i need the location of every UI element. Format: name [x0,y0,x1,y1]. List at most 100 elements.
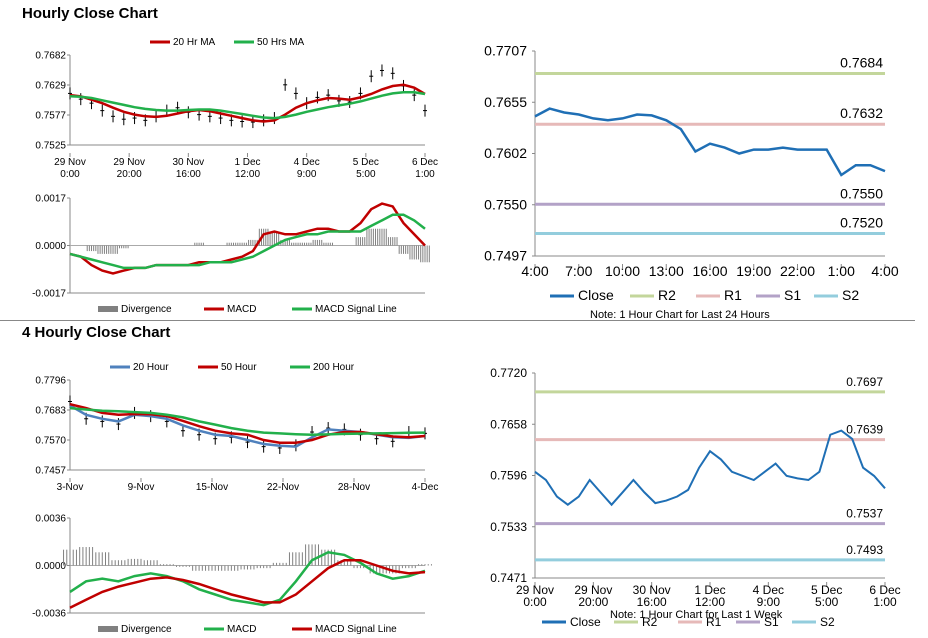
y-tick-label: -0.0036 [32,608,66,619]
y-tick-label: 0.0036 [35,513,66,524]
legend-swatch [98,626,118,632]
y-tick-label: 0.7570 [35,435,66,446]
legend-label: R2 [658,287,676,303]
x-tick-label: 0:00 [523,595,547,609]
close-line [534,429,886,507]
level-label-r1: 0.7632 [840,105,883,121]
x-tick-label: 9-Nov [128,482,155,493]
level-label-s1: 0.7550 [840,185,883,201]
x-tick-label: 1:00 [828,263,855,279]
x-tick-label: 5:00 [356,169,376,180]
x-tick-label: 5 Dec [811,583,842,597]
legend-label: S1 [784,287,801,303]
x-tick-label: 15-Nov [196,482,228,493]
y-tick-label: 0.7720 [490,366,527,380]
series-line-2 [69,213,426,270]
series-line-2 [69,91,426,120]
y-tick-label: 0.7457 [35,465,66,476]
legend-label: 50 Hrs MA [257,37,305,48]
x-tick-label: 7:00 [565,263,592,279]
level-label-r2: 0.7697 [846,375,883,389]
x-tick-label: 5:00 [815,595,839,609]
x-tick-label: 3-Nov [57,482,84,493]
y-tick-label: 0.7471 [490,571,527,585]
x-tick-label: 28-Nov [338,482,370,493]
hourly-pivot-chart: 0.7707 0.7655 0.7602 0.7550 0.7497 0.7684 0.76… [484,43,899,303]
level-label-s2: 0.7520 [840,215,883,231]
four-hourly-pivot-note: Note: 1 Hour Chart for Last 1 Week [610,609,783,621]
level-label-r2: 0.7684 [840,54,883,70]
y-tick-label: 0.7682 [35,50,66,61]
x-tick-label: 13:00 [649,263,684,279]
x-tick-label: 5 Dec [353,157,379,168]
legend-label: MACD Signal Line [315,624,397,635]
level-label-s1: 0.7537 [846,507,883,521]
x-tick-label: 9:00 [297,169,317,180]
x-tick-label: 6 Dec [412,157,438,168]
y-tick-label: 0.7596 [490,469,527,483]
x-tick-label: 29 Nov [516,583,554,597]
x-tick-label: 16:00 [176,169,201,180]
x-tick-label: 16:00 [692,263,727,279]
x-tick-label: 12:00 [695,595,725,609]
legend-label: S2 [842,287,859,303]
hourly-macd-chart: 0.0017 0.0000 -0.0017 Divergence MACD MACD Si… [32,193,430,315]
y-tick-label: 0.7796 [35,375,66,386]
y-tick-label: 0.7683 [35,405,66,416]
four-hourly-pivot-chart: 0.7720 0.7658 0.7596 0.7533 0.7471 0.7697 0.76… [490,366,900,629]
x-tick-label: 4 Dec [294,157,320,168]
legend-label: R2 [642,615,658,629]
hourly-pivot-note: Note: 1 Hour Chart for Last 24 Hours [590,309,770,321]
legend-label: MACD [227,304,256,315]
y-tick-label: 0.0000 [35,561,66,572]
legend-label: Divergence [121,624,172,635]
x-tick-label: 29 Nov [54,157,86,168]
legend-label: 20 Hour [133,362,169,373]
legend-label: MACD [227,624,256,635]
x-tick-label: 1 Dec [694,583,725,597]
x-tick-label: 4:00 [521,263,548,279]
x-tick-label: 19:00 [736,263,771,279]
x-tick-label: 0:00 [60,169,80,180]
series-line-1 [69,551,426,607]
level-label-r1: 0.7639 [846,423,883,437]
legend-label: R1 [706,615,722,629]
x-tick-label: 30 Nov [172,157,204,168]
x-tick-label: 22:00 [780,263,815,279]
hourly-price-chart: 20 Hr MA 50 Hrs MA 0.7682 0.7629 0.7577 0.752… [35,37,438,180]
level-label-s2: 0.7493 [846,543,883,557]
y-tick-label: 0.7525 [35,140,66,151]
four-hourly-price-chart: 20 Hour 50 Hour 200 Hour 0.7796 0.7683 0.7570… [35,362,439,493]
series-line-2 [69,558,426,609]
legend-label: S2 [820,615,835,629]
legend-label: 20 Hr MA [173,37,216,48]
x-tick-label: 12:00 [235,169,260,180]
y-tick-label: 0.0000 [35,241,66,252]
y-tick-label: 0.7629 [35,80,66,91]
hourly-section-title: Hourly Close Chart [22,5,158,22]
x-tick-label: 1:00 [873,595,897,609]
x-tick-label: 30 Nov [633,583,671,597]
y-tick-label: 0.7533 [490,520,527,534]
close-line [534,107,886,177]
legend-swatch [98,306,118,312]
x-tick-label: 9:00 [757,595,781,609]
x-tick-label: 22-Nov [267,482,299,493]
x-tick-label: 1 Dec [234,157,260,168]
legend-label: Close [578,287,614,303]
y-tick-label: 0.0017 [35,193,66,204]
y-tick-label: -0.0017 [32,288,66,299]
x-tick-label: 29 Nov [113,157,145,168]
x-tick-label: 10:00 [605,263,640,279]
series-line-1 [69,83,426,123]
x-tick-label: 4-Dec [412,482,439,493]
x-tick-label: 20:00 [578,595,608,609]
x-tick-label: 20:00 [117,169,142,180]
y-tick-label: 0.7655 [484,94,527,110]
y-tick-label: 0.7658 [490,417,527,431]
y-tick-label: 0.7602 [484,145,527,161]
four-hourly-section-title: 4 Hourly Close Chart [22,324,171,341]
legend-label: S1 [764,615,779,629]
section-divider [0,320,915,321]
legend-label: 50 Hour [221,362,257,373]
